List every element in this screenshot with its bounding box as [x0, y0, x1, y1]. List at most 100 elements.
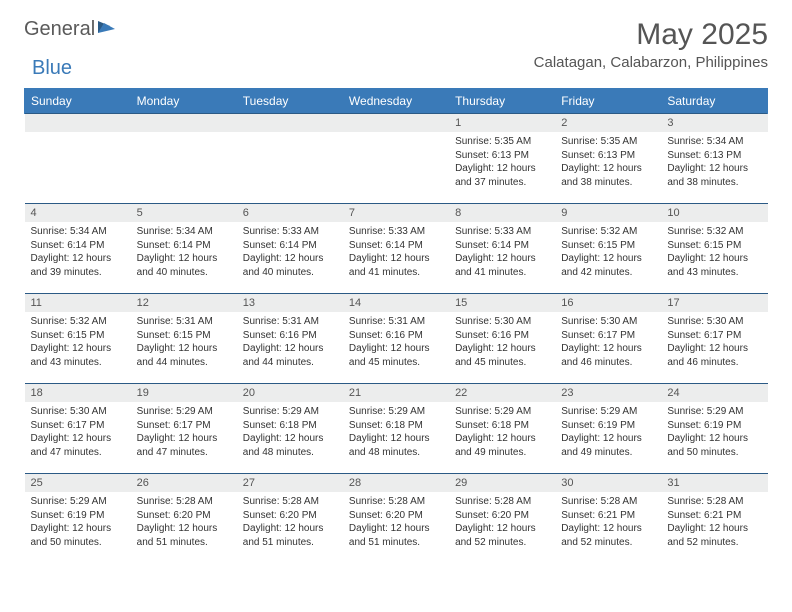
day-cell: 25Sunrise: 5:29 AMSunset: 6:19 PMDayligh… [25, 474, 131, 564]
empty-cell [237, 114, 343, 204]
daylight-text-2: and 39 minutes. [31, 266, 125, 280]
sunrise-text: Sunrise: 5:34 AM [31, 225, 125, 239]
day-number: 25 [25, 474, 131, 492]
day-info: Sunrise: 5:30 AMSunset: 6:17 PMDaylight:… [25, 402, 131, 463]
daylight-text-2: and 45 minutes. [349, 356, 443, 370]
day-cell: 4Sunrise: 5:34 AMSunset: 6:14 PMDaylight… [25, 204, 131, 294]
daylight-text-1: Daylight: 12 hours [243, 522, 337, 536]
sunrise-text: Sunrise: 5:33 AM [243, 225, 337, 239]
sunrise-text: Sunrise: 5:29 AM [137, 405, 231, 419]
daylight-text-2: and 43 minutes. [31, 356, 125, 370]
day-number: 15 [449, 294, 555, 312]
day-cell: 14Sunrise: 5:31 AMSunset: 6:16 PMDayligh… [343, 294, 449, 384]
daylight-text-1: Daylight: 12 hours [561, 342, 655, 356]
day-number [237, 114, 343, 132]
calendar-table: SundayMondayTuesdayWednesdayThursdayFrid… [24, 88, 768, 564]
day-number: 31 [661, 474, 767, 492]
daylight-text-2: and 48 minutes. [243, 446, 337, 460]
day-cell: 20Sunrise: 5:29 AMSunset: 6:18 PMDayligh… [237, 384, 343, 474]
sunrise-text: Sunrise: 5:35 AM [455, 135, 549, 149]
day-cell: 18Sunrise: 5:30 AMSunset: 6:17 PMDayligh… [25, 384, 131, 474]
sunset-text: Sunset: 6:14 PM [349, 239, 443, 253]
day-info: Sunrise: 5:28 AMSunset: 6:20 PMDaylight:… [449, 492, 555, 553]
day-info: Sunrise: 5:35 AMSunset: 6:13 PMDaylight:… [449, 132, 555, 193]
day-cell: 15Sunrise: 5:30 AMSunset: 6:16 PMDayligh… [449, 294, 555, 384]
daylight-text-2: and 38 minutes. [667, 176, 761, 190]
daylight-text-2: and 47 minutes. [137, 446, 231, 460]
day-info: Sunrise: 5:31 AMSunset: 6:15 PMDaylight:… [131, 312, 237, 373]
daylight-text-1: Daylight: 12 hours [561, 522, 655, 536]
calendar-body: 1Sunrise: 5:35 AMSunset: 6:13 PMDaylight… [25, 114, 768, 564]
daylight-text-2: and 51 minutes. [137, 536, 231, 550]
daylight-text-1: Daylight: 12 hours [349, 342, 443, 356]
day-info: Sunrise: 5:29 AMSunset: 6:17 PMDaylight:… [131, 402, 237, 463]
daylight-text-1: Daylight: 12 hours [667, 342, 761, 356]
sunset-text: Sunset: 6:14 PM [31, 239, 125, 253]
sunset-text: Sunset: 6:20 PM [349, 509, 443, 523]
daylight-text-1: Daylight: 12 hours [31, 522, 125, 536]
empty-cell [131, 114, 237, 204]
daylight-text-2: and 46 minutes. [667, 356, 761, 370]
day-cell: 12Sunrise: 5:31 AMSunset: 6:15 PMDayligh… [131, 294, 237, 384]
sunset-text: Sunset: 6:18 PM [455, 419, 549, 433]
sunrise-text: Sunrise: 5:31 AM [137, 315, 231, 329]
day-info: Sunrise: 5:31 AMSunset: 6:16 PMDaylight:… [237, 312, 343, 373]
day-number [131, 114, 237, 132]
logo: General [24, 18, 119, 41]
sunset-text: Sunset: 6:19 PM [31, 509, 125, 523]
logo-word1: General [24, 18, 95, 41]
sunset-text: Sunset: 6:13 PM [455, 149, 549, 163]
day-number: 14 [343, 294, 449, 312]
day-info: Sunrise: 5:30 AMSunset: 6:17 PMDaylight:… [661, 312, 767, 373]
day-cell: 3Sunrise: 5:34 AMSunset: 6:13 PMDaylight… [661, 114, 767, 204]
daylight-text-2: and 52 minutes. [561, 536, 655, 550]
daylight-text-1: Daylight: 12 hours [667, 162, 761, 176]
day-info: Sunrise: 5:34 AMSunset: 6:14 PMDaylight:… [131, 222, 237, 283]
daylight-text-1: Daylight: 12 hours [349, 432, 443, 446]
day-number: 18 [25, 384, 131, 402]
day-info: Sunrise: 5:32 AMSunset: 6:15 PMDaylight:… [661, 222, 767, 283]
sunset-text: Sunset: 6:16 PM [455, 329, 549, 343]
day-info: Sunrise: 5:32 AMSunset: 6:15 PMDaylight:… [555, 222, 661, 283]
sunrise-text: Sunrise: 5:29 AM [455, 405, 549, 419]
weekday-header: Wednesday [343, 89, 449, 114]
daylight-text-2: and 51 minutes. [349, 536, 443, 550]
sunset-text: Sunset: 6:18 PM [243, 419, 337, 433]
weekday-header: Saturday [661, 89, 767, 114]
sunrise-text: Sunrise: 5:30 AM [561, 315, 655, 329]
day-info: Sunrise: 5:30 AMSunset: 6:16 PMDaylight:… [449, 312, 555, 373]
day-info: Sunrise: 5:34 AMSunset: 6:13 PMDaylight:… [661, 132, 767, 193]
sunrise-text: Sunrise: 5:35 AM [561, 135, 655, 149]
daylight-text-1: Daylight: 12 hours [455, 252, 549, 266]
sunrise-text: Sunrise: 5:30 AM [455, 315, 549, 329]
day-info: Sunrise: 5:29 AMSunset: 6:18 PMDaylight:… [449, 402, 555, 463]
day-cell: 7Sunrise: 5:33 AMSunset: 6:14 PMDaylight… [343, 204, 449, 294]
day-cell: 1Sunrise: 5:35 AMSunset: 6:13 PMDaylight… [449, 114, 555, 204]
day-info: Sunrise: 5:31 AMSunset: 6:16 PMDaylight:… [343, 312, 449, 373]
day-cell: 30Sunrise: 5:28 AMSunset: 6:21 PMDayligh… [555, 474, 661, 564]
daylight-text-2: and 49 minutes. [455, 446, 549, 460]
daylight-text-2: and 48 minutes. [349, 446, 443, 460]
daylight-text-2: and 46 minutes. [561, 356, 655, 370]
day-number: 28 [343, 474, 449, 492]
day-info: Sunrise: 5:29 AMSunset: 6:19 PMDaylight:… [25, 492, 131, 553]
empty-cell [343, 114, 449, 204]
daylight-text-2: and 40 minutes. [137, 266, 231, 280]
sunset-text: Sunset: 6:17 PM [561, 329, 655, 343]
sunrise-text: Sunrise: 5:29 AM [31, 495, 125, 509]
day-info: Sunrise: 5:35 AMSunset: 6:13 PMDaylight:… [555, 132, 661, 193]
sunrise-text: Sunrise: 5:32 AM [31, 315, 125, 329]
daylight-text-1: Daylight: 12 hours [243, 432, 337, 446]
day-cell: 19Sunrise: 5:29 AMSunset: 6:17 PMDayligh… [131, 384, 237, 474]
day-number: 26 [131, 474, 237, 492]
daylight-text-1: Daylight: 12 hours [243, 342, 337, 356]
day-cell: 11Sunrise: 5:32 AMSunset: 6:15 PMDayligh… [25, 294, 131, 384]
day-info: Sunrise: 5:29 AMSunset: 6:19 PMDaylight:… [661, 402, 767, 463]
day-info: Sunrise: 5:29 AMSunset: 6:19 PMDaylight:… [555, 402, 661, 463]
sunset-text: Sunset: 6:15 PM [667, 239, 761, 253]
daylight-text-1: Daylight: 12 hours [31, 342, 125, 356]
day-cell: 10Sunrise: 5:32 AMSunset: 6:15 PMDayligh… [661, 204, 767, 294]
sunset-text: Sunset: 6:20 PM [243, 509, 337, 523]
sunset-text: Sunset: 6:15 PM [561, 239, 655, 253]
daylight-text-1: Daylight: 12 hours [31, 252, 125, 266]
